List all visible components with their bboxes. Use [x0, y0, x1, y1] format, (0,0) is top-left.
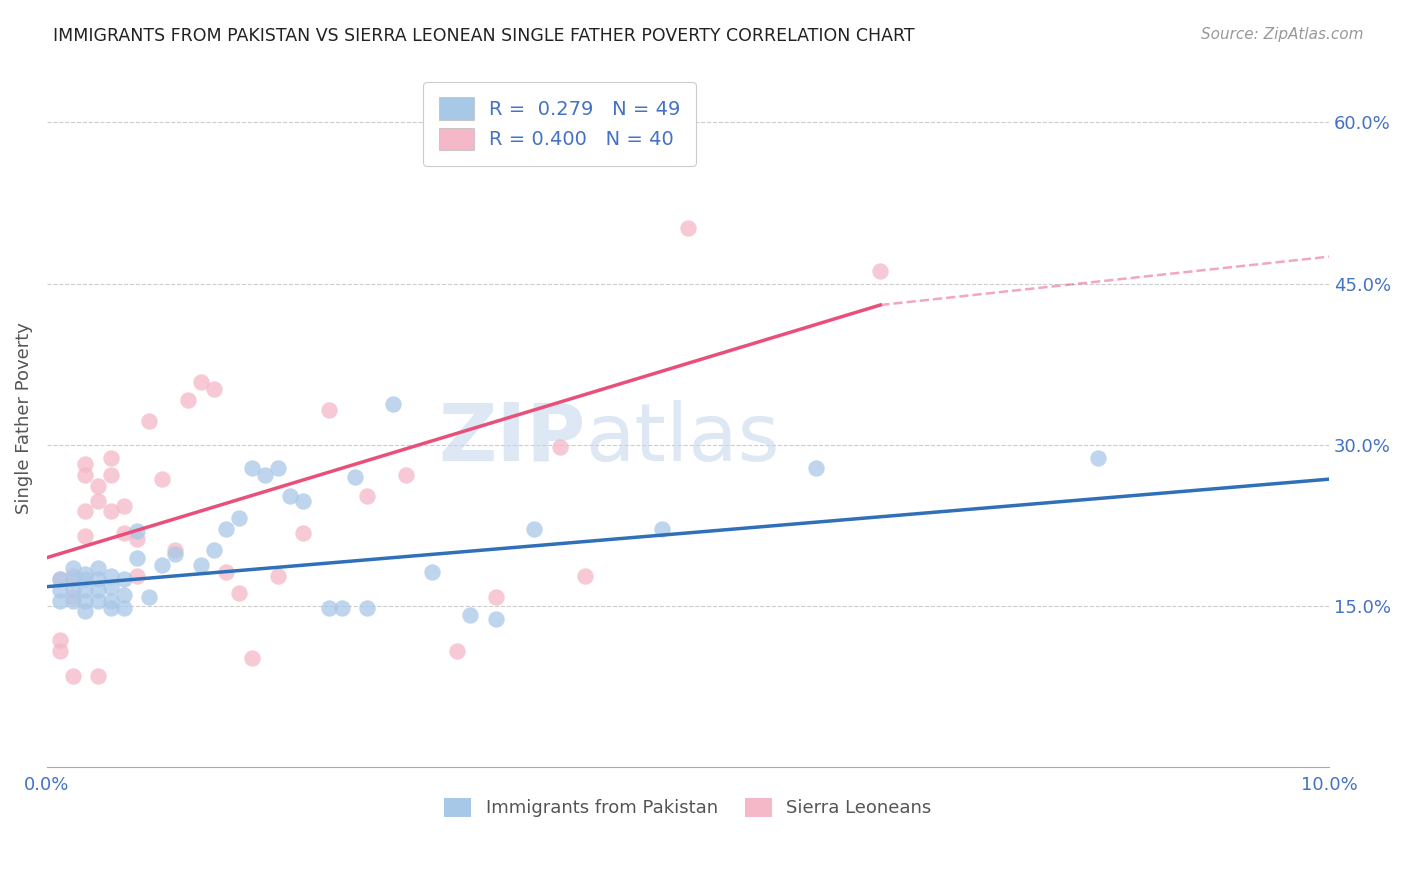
- Point: [100, 450, 122, 465]
- Point: [318, 403, 340, 417]
- Point: [112, 588, 135, 602]
- Point: [202, 382, 225, 396]
- Point: [48, 593, 70, 607]
- Point: [356, 489, 378, 503]
- Point: [62, 572, 84, 586]
- Point: [382, 397, 405, 411]
- Point: [87, 669, 110, 683]
- Point: [165, 543, 187, 558]
- Text: ZIP: ZIP: [439, 400, 585, 478]
- Point: [240, 650, 263, 665]
- Point: [266, 461, 288, 475]
- Point: [574, 569, 596, 583]
- Point: [165, 548, 187, 562]
- Point: [177, 392, 200, 407]
- Point: [87, 593, 110, 607]
- Point: [676, 220, 699, 235]
- Point: [62, 591, 84, 605]
- Point: [125, 524, 148, 538]
- Point: [190, 376, 212, 390]
- Point: [87, 493, 110, 508]
- Point: [100, 504, 122, 518]
- Point: [523, 522, 546, 536]
- Point: [62, 593, 84, 607]
- Point: [48, 582, 70, 597]
- Point: [75, 566, 97, 581]
- Text: atlas: atlas: [585, 400, 780, 478]
- Point: [100, 601, 122, 615]
- Point: [62, 669, 84, 683]
- Point: [548, 440, 571, 454]
- Point: [446, 644, 468, 658]
- Point: [112, 525, 135, 540]
- Point: [150, 558, 173, 573]
- Point: [62, 561, 84, 575]
- Point: [87, 561, 110, 575]
- Point: [485, 591, 508, 605]
- Point: [100, 569, 122, 583]
- Point: [280, 489, 302, 503]
- Y-axis label: Single Father Poverty: Single Father Poverty: [15, 322, 32, 514]
- Point: [100, 580, 122, 594]
- Point: [112, 601, 135, 615]
- Legend: Immigrants from Pakistan, Sierra Leoneans: Immigrants from Pakistan, Sierra Leonean…: [437, 791, 939, 824]
- Point: [266, 569, 288, 583]
- Point: [48, 644, 70, 658]
- Point: [420, 565, 443, 579]
- Point: [75, 582, 97, 597]
- Point: [458, 607, 481, 622]
- Point: [87, 582, 110, 597]
- Point: [356, 601, 378, 615]
- Point: [330, 601, 353, 615]
- Text: Source: ZipAtlas.com: Source: ZipAtlas.com: [1201, 27, 1364, 42]
- Point: [228, 586, 250, 600]
- Point: [138, 591, 160, 605]
- Point: [202, 543, 225, 558]
- Point: [75, 504, 97, 518]
- Point: [395, 467, 418, 482]
- Point: [343, 470, 366, 484]
- Point: [75, 604, 97, 618]
- Point: [804, 461, 827, 475]
- Point: [215, 565, 238, 579]
- Point: [100, 593, 122, 607]
- Point: [87, 572, 110, 586]
- Point: [869, 263, 891, 277]
- Point: [75, 467, 97, 482]
- Point: [138, 414, 160, 428]
- Point: [48, 633, 70, 648]
- Point: [318, 601, 340, 615]
- Point: [125, 569, 148, 583]
- Point: [292, 525, 315, 540]
- Point: [48, 572, 70, 586]
- Point: [292, 493, 315, 508]
- Point: [75, 457, 97, 471]
- Point: [125, 550, 148, 565]
- Point: [87, 478, 110, 492]
- Point: [62, 582, 84, 597]
- Point: [485, 612, 508, 626]
- Point: [62, 569, 84, 583]
- Point: [150, 472, 173, 486]
- Point: [215, 522, 238, 536]
- Point: [100, 467, 122, 482]
- Point: [190, 558, 212, 573]
- Point: [75, 593, 97, 607]
- Point: [125, 533, 148, 547]
- Point: [75, 572, 97, 586]
- Text: IMMIGRANTS FROM PAKISTAN VS SIERRA LEONEAN SINGLE FATHER POVERTY CORRELATION CHA: IMMIGRANTS FROM PAKISTAN VS SIERRA LEONE…: [53, 27, 915, 45]
- Point: [112, 572, 135, 586]
- Point: [75, 529, 97, 543]
- Point: [253, 467, 276, 482]
- Point: [240, 461, 263, 475]
- Point: [112, 499, 135, 513]
- Point: [651, 522, 673, 536]
- Point: [228, 511, 250, 525]
- Point: [1087, 450, 1109, 465]
- Point: [48, 572, 70, 586]
